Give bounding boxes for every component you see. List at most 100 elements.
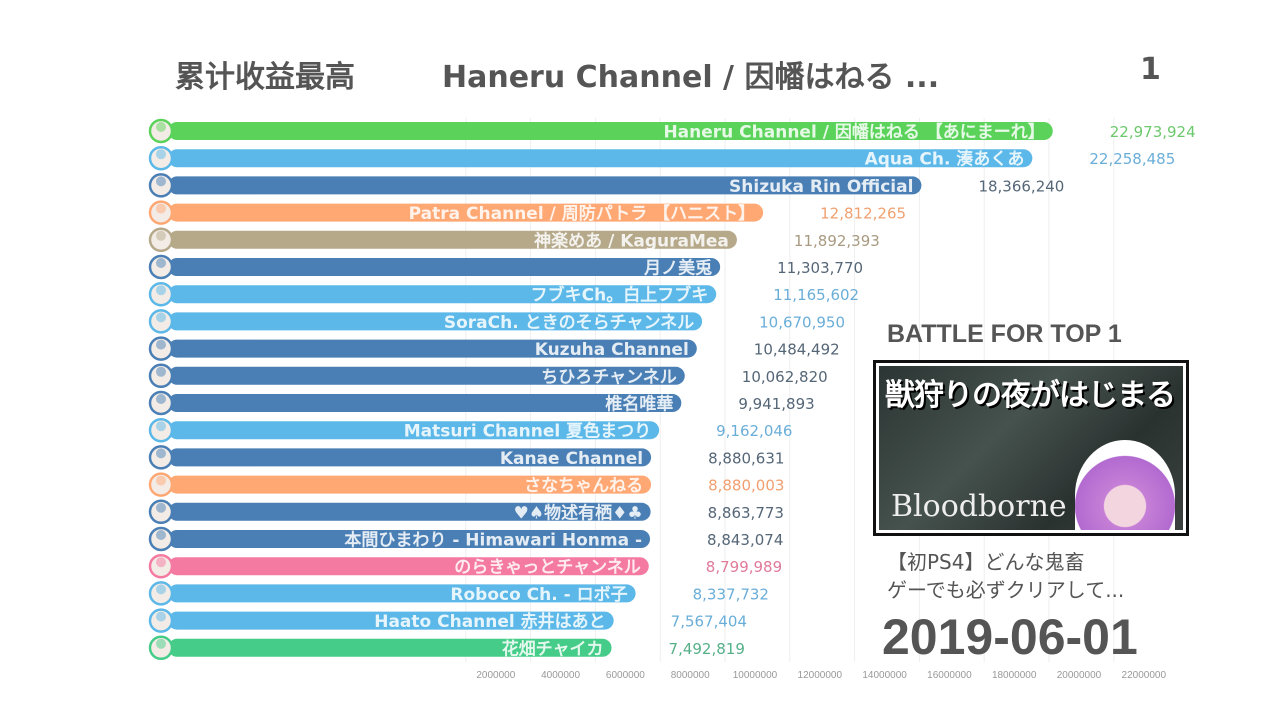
x-tick-label: 20000000 <box>1057 670 1102 681</box>
value-label: 10,062,820 <box>742 368 828 386</box>
bar-label: Kanae Channel <box>500 449 643 469</box>
value-label: 8,863,773 <box>708 504 784 522</box>
value-label: 7,492,819 <box>669 640 745 658</box>
bar-label: 椎名唯華 <box>604 394 673 415</box>
avatar-face-icon <box>156 448 166 459</box>
x-tick-label: 10000000 <box>733 670 778 681</box>
x-tick-label: 4000000 <box>541 670 580 681</box>
avatar-face-icon <box>156 366 166 377</box>
bar <box>168 285 717 304</box>
bar <box>168 122 1053 140</box>
current-date: 2019-06-01 <box>882 609 1138 665</box>
leader-name: Haneru Channel / 因幡はねる ... <box>442 60 940 95</box>
bar-label: ♥♠物述有栖♦♣ <box>514 502 643 523</box>
bar <box>168 421 660 440</box>
bar <box>168 611 614 630</box>
video-thumbnail[interactable]: 獣狩りの夜がはじまる Bloodborne <box>873 360 1189 536</box>
bar-label: Shizuka Rin Official <box>729 177 913 197</box>
bar-label: Kuzuha Channel <box>535 340 689 360</box>
avatar-face-icon <box>156 122 166 132</box>
bar <box>168 339 697 358</box>
value-label: 12,812,265 <box>820 205 906 223</box>
value-label: 11,165,602 <box>773 286 859 304</box>
avatar-face-icon <box>156 285 166 296</box>
bar-label: のらきゃっとチャンネル <box>454 558 641 578</box>
avatar-face-icon <box>156 339 166 350</box>
avatar-face-icon <box>156 230 166 241</box>
leader-rank: 1 <box>1140 52 1161 87</box>
bar-label: Matsuri Channel 夏色まつり <box>404 421 651 442</box>
bar-label: ちひろチャンネル <box>541 367 677 387</box>
x-tick-label: 22000000 <box>1122 670 1167 681</box>
thumbnail-title: 獣狩りの夜がはじまる <box>885 378 1176 413</box>
bar-label: Aqua Ch. 湊あくあ <box>865 149 1025 170</box>
avatar-face-icon <box>156 530 166 540</box>
value-label: 8,880,631 <box>708 449 784 467</box>
x-tick-label: 14000000 <box>862 670 907 681</box>
value-label: 10,670,950 <box>759 313 845 331</box>
value-label: 9,941,893 <box>738 395 814 413</box>
bar-label: 花畑チャイカ <box>502 638 604 659</box>
value-label: 18,366,240 <box>978 177 1064 195</box>
bar-label: さなちゃんねる <box>524 476 643 496</box>
bar <box>168 230 737 249</box>
video-title: 【初PS4】どんな鬼畜 ゲーでも必ずクリアして... <box>887 550 1125 602</box>
bar <box>168 366 685 385</box>
avatar-face-icon <box>156 557 166 568</box>
avatar-face-icon <box>156 421 166 432</box>
avatar-face-icon <box>156 638 166 649</box>
bar <box>168 258 721 276</box>
x-tick-label: 12000000 <box>798 670 843 681</box>
value-label: 8,799,989 <box>706 558 782 576</box>
x-tick-label: 8000000 <box>671 670 710 681</box>
bar <box>168 176 922 195</box>
avatar-face-icon <box>156 312 166 323</box>
value-label: 10,484,492 <box>754 341 840 359</box>
x-tick-label: 2000000 <box>476 670 515 681</box>
bar-label: 本間ひまわり - Himawari Honma - <box>344 530 642 551</box>
avatar-face-icon <box>156 584 166 595</box>
bar <box>168 149 1033 168</box>
value-label: 11,892,393 <box>794 232 880 250</box>
bar-label: Patra Channel / 周防パトラ 【ハニスト】 <box>409 203 755 224</box>
battle-title: BATTLE FOR TOP 1 <box>887 320 1122 348</box>
bar-label: 月ノ美兎 <box>643 258 712 279</box>
avatar-face-icon <box>156 176 166 187</box>
x-tick-label: 6000000 <box>606 670 645 681</box>
bar-label: Haneru Channel / 因幡はねる 【あにまーれ】 <box>663 122 1044 143</box>
avatar-face-icon <box>156 149 166 160</box>
avatar-face-icon <box>156 258 166 268</box>
value-label: 8,880,003 <box>708 477 784 495</box>
x-tick-label: 16000000 <box>927 670 972 681</box>
bar <box>168 394 682 412</box>
avatar-face-icon <box>156 203 166 214</box>
bar <box>168 557 649 576</box>
bar <box>168 312 703 331</box>
thumbnail-game: Bloodborne <box>891 489 1067 524</box>
value-label: 8,843,074 <box>707 531 783 549</box>
bar-label: Roboco Ch. - ロボ子 <box>450 585 627 605</box>
value-label: 7,567,404 <box>671 613 747 631</box>
bar <box>168 638 612 657</box>
character-illustration <box>1075 440 1175 530</box>
value-label: 9,162,046 <box>716 422 792 440</box>
bar-label: Haato Channel 赤井はあと <box>374 611 605 632</box>
bar <box>168 530 651 548</box>
avatar-face-icon <box>156 502 166 513</box>
bar <box>168 502 651 521</box>
bar-label: SoraCh. ときのそらチャンネル <box>444 313 694 333</box>
avatar-face-icon <box>156 611 166 622</box>
value-label: 11,303,770 <box>777 259 863 277</box>
x-tick-label: 18000000 <box>992 670 1037 681</box>
thumbnail-image: 獣狩りの夜がはじまる Bloodborne <box>879 366 1183 530</box>
bar <box>168 584 636 603</box>
value-label: 22,258,485 <box>1089 150 1175 168</box>
avatar-face-icon <box>156 394 166 404</box>
bar-label: フブキCh。白上フブキ <box>531 285 709 306</box>
value-label: 22,973,924 <box>1110 123 1196 141</box>
chart-title: 累计收益最高 <box>175 60 355 95</box>
bar-label: 神楽めあ / KaguraMea <box>534 230 729 251</box>
bar <box>168 475 652 494</box>
bar <box>168 203 764 222</box>
